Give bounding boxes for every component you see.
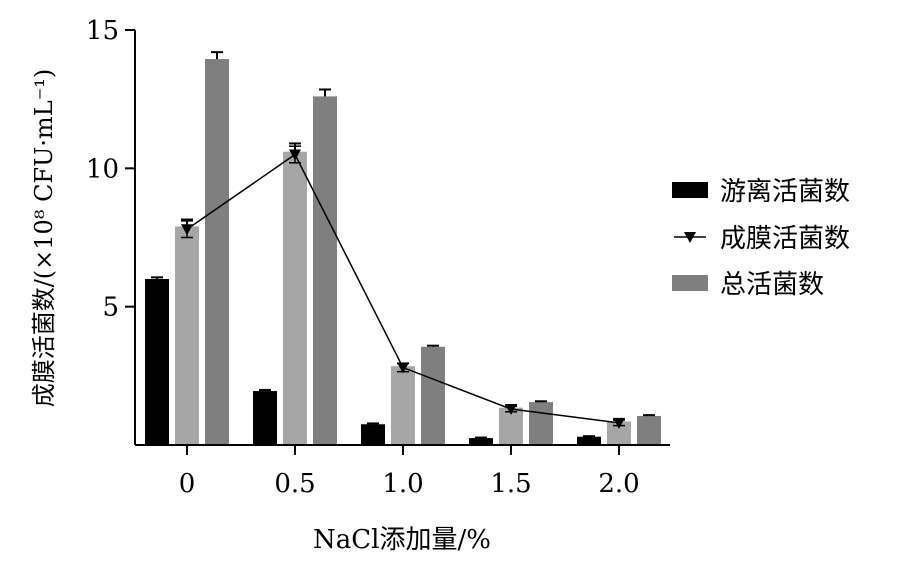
bar-3-0 <box>205 59 229 446</box>
y-axis-title: 成膜活菌数/(×10⁸ CFU·mL⁻¹) <box>30 69 58 408</box>
legend-marker-swatch <box>684 232 696 243</box>
bar-1-1 <box>253 391 277 445</box>
line-point-1 <box>289 149 301 161</box>
bar-2-1 <box>283 151 307 445</box>
bar-2-0 <box>175 226 199 445</box>
y-tick-label-5: 5 <box>102 293 119 323</box>
bar-2-4 <box>607 421 631 445</box>
bar-3-4 <box>637 415 661 445</box>
x-tick-label-2: 1.0 <box>382 469 423 499</box>
bar-1-2 <box>361 424 385 445</box>
line-point-4 <box>613 417 625 429</box>
x-tick-label-3: 1.5 <box>490 469 531 499</box>
x-ticks: 0 0.5 1.0 1.5 2.0 <box>179 445 640 499</box>
bar-1-3 <box>469 438 493 445</box>
bar-1-4 <box>577 436 601 445</box>
legend-label-3: 总活菌数 <box>720 270 824 300</box>
y-ticks: 5 10 15 <box>86 16 135 323</box>
x-axis-title: NaCl添加量/% <box>313 525 491 555</box>
bar-2-2 <box>391 366 415 445</box>
line-point-3 <box>505 404 517 416</box>
y-tick-label-15: 15 <box>86 16 119 46</box>
bars-layer <box>145 59 661 446</box>
legend-label-1: 游离活菌数 <box>720 177 850 207</box>
legend-swatch-1 <box>672 182 708 198</box>
line-layer <box>181 145 625 429</box>
line-point-0 <box>181 224 193 236</box>
bar-3-2 <box>421 346 445 445</box>
x-tick-label-0: 0 <box>179 469 196 499</box>
legend-swatch-3 <box>672 275 708 291</box>
bar-3-1 <box>313 96 337 446</box>
bar-1-0 <box>145 279 169 445</box>
bar-3-3 <box>529 402 553 445</box>
x-tick-label-1: 0.5 <box>274 469 315 499</box>
legend-label-2: 成膜活菌数 <box>720 224 850 254</box>
x-tick-label-4: 2.0 <box>598 469 639 499</box>
line-point-2 <box>397 362 409 374</box>
y-tick-label-10: 10 <box>86 154 119 184</box>
